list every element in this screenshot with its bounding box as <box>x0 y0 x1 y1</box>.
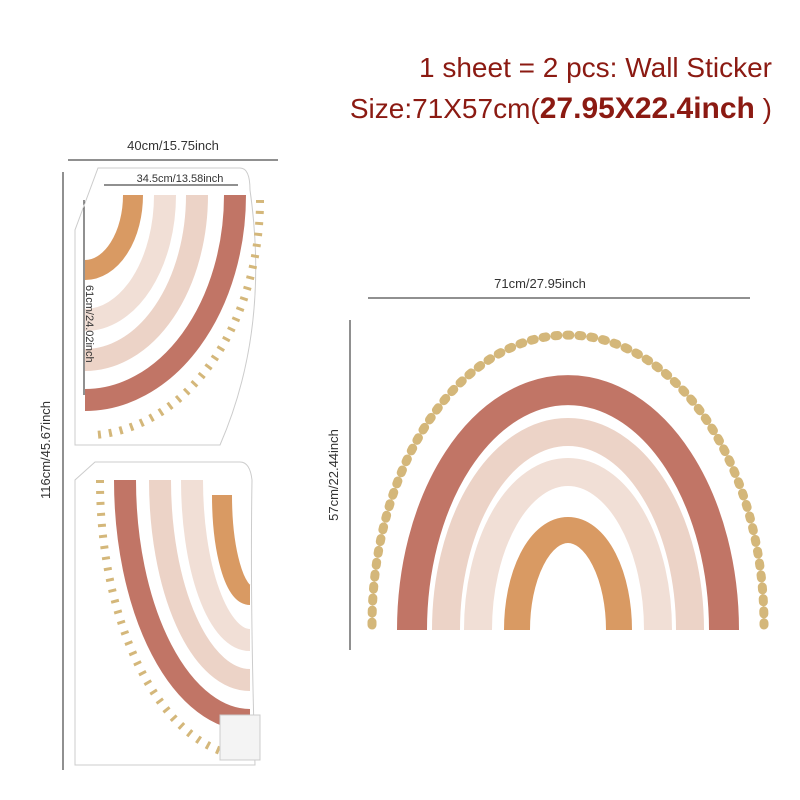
dimension-label: 116cm/45.67inch <box>38 401 53 499</box>
dimension-label: 61cm/24.02inch <box>83 285 95 363</box>
assembled-rainbow <box>367 330 769 631</box>
title-line: 1 sheet = 2 pcs: Wall Sticker <box>419 52 772 83</box>
title-line: Size:71X57cm(27.95X22.4inch ) <box>350 92 772 126</box>
size-text: ) <box>754 93 772 124</box>
dimension-label: 57cm/22.44inch <box>326 429 341 521</box>
size-text: Size:71X57cm( <box>349 93 540 124</box>
label-tag <box>219 714 261 761</box>
size-inch: 27.95X22.4inch <box>539 92 755 125</box>
sheet-rainbow-top <box>84 194 265 439</box>
dimension-label: 40cm/15.75inch <box>127 138 219 153</box>
dimension-label: 71cm/27.95inch <box>494 276 586 291</box>
dimension-lines <box>62 159 750 770</box>
sheet-rainbow-bottom <box>95 479 252 759</box>
dimension-label: 34.5cm/13.58inch <box>137 173 224 185</box>
